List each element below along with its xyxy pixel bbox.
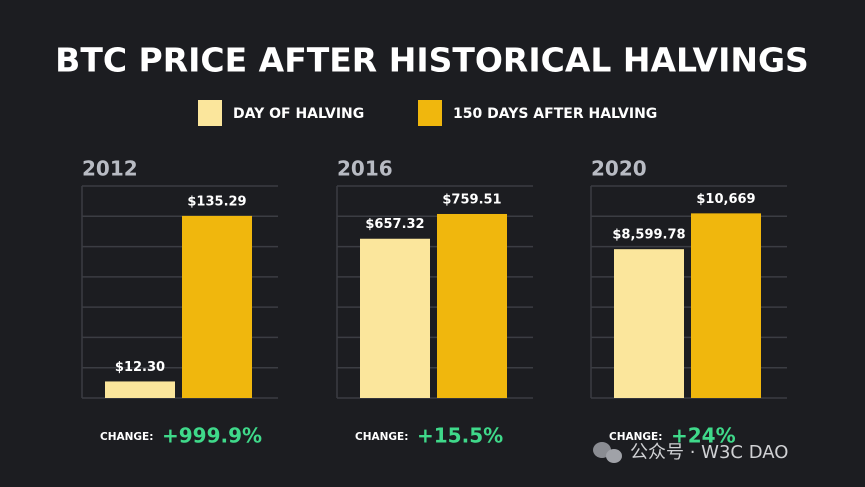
value-label: $759.51 [442,192,501,207]
bar [360,238,430,398]
value-label: $135.29 [187,194,246,209]
chart-title: BTC PRICE AFTER HISTORICAL HALVINGS [55,41,809,80]
value-label: $10,669 [696,192,755,207]
value-label: $8,599.78 [612,228,685,243]
legend-label: 150 DAYS AFTER HALVING [453,106,657,122]
legend-swatch [198,100,222,126]
bar [691,213,761,398]
change-label: CHANGE: [100,431,153,443]
panel-title: 2016 [337,157,393,181]
panel-title: 2012 [82,157,138,181]
change-label: CHANGE: [609,431,662,443]
bar [614,249,684,398]
bar [437,213,507,398]
legend-label: DAY OF HALVING [233,106,364,122]
change-value: +24% [671,424,736,448]
watermark: 公众号 · W3C DAO [630,442,788,463]
change-value: +15.5% [417,424,503,448]
change-label: CHANGE: [355,431,408,443]
value-label: $12.30 [115,360,165,375]
watermark-icon [593,442,622,463]
value-label: $657.32 [365,217,424,232]
bar [182,215,252,398]
change-value: +999.9% [162,424,262,448]
legend-swatch [418,100,442,126]
bar [105,381,175,398]
panel-title: 2020 [591,157,647,181]
